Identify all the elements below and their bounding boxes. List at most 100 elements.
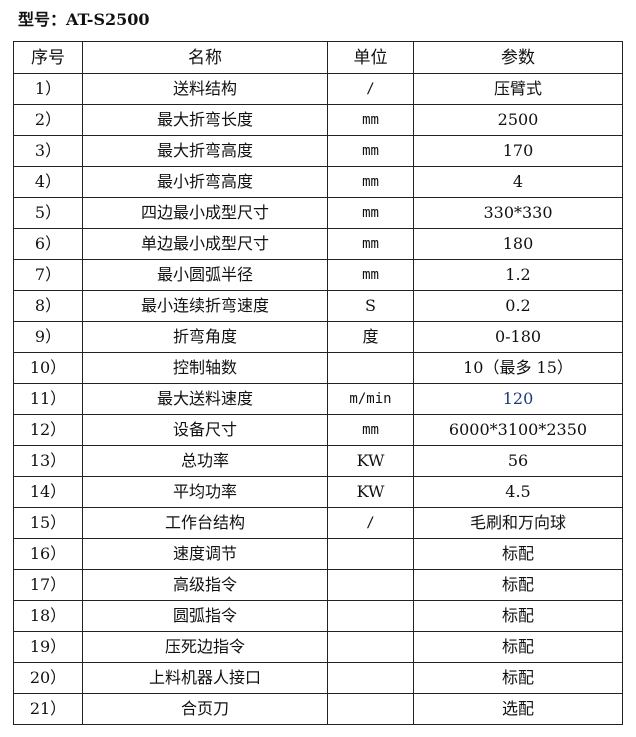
row-name: 速度调节 [82,538,328,570]
row-name: 平均功率 [82,476,328,508]
spec-table: 序号 名称 单位 参数 1） 送料结构 / 压臂式 2） 最大折弯长度 mm 2500 3） 最大… [13,41,623,725]
row-name: 最小连续折弯速度 [82,290,328,322]
row-value: 1.2 [413,259,623,291]
row-value: 标配 [413,538,623,570]
model-title: 型号：AT-S2500 [18,10,150,29]
row-unit: / [327,73,414,105]
row-unit: / [327,507,414,539]
row-index: 19） [13,631,83,663]
row-value: 10（最多 15） [413,352,623,384]
row-value: 4 [413,166,623,198]
row-unit: 度 [327,321,414,353]
row-value: 0.2 [413,290,623,322]
row-name: 单边最小成型尺寸 [82,228,328,260]
row-value: 压臂式 [413,73,623,105]
row-value: 56 [413,445,623,477]
row-name: 圆弧指令 [82,600,328,632]
row-index: 3） [13,135,83,167]
row-value: 毛刷和万向球 [413,507,623,539]
table-row: 16） 速度调节 标配 [13,538,623,570]
row-name: 合页刀 [82,693,328,725]
row-index: 10） [13,352,83,384]
row-name: 折弯角度 [82,321,328,353]
row-name: 最小折弯高度 [82,166,328,198]
table-row: 12） 设备尺寸 mm 6000*3100*2350 [13,414,623,446]
row-unit: mm [327,414,414,446]
row-index: 9） [13,321,83,353]
table-row: 9） 折弯角度度 0-180 [13,321,623,353]
header-name: 名称 [82,41,328,74]
row-index: 11） [13,383,83,415]
row-value: 标配 [413,662,623,694]
table-row: 3） 最大折弯高度 mm 170 [13,135,623,167]
row-unit: m/min [327,383,414,415]
header-index: 序号 [13,41,83,74]
header-row: 序号 名称 单位 参数 [13,41,623,74]
row-value: 标配 [413,600,623,632]
row-name: 最大折弯高度 [82,135,328,167]
row-unit: mm [327,135,414,167]
row-index: 18） [13,600,83,632]
table-row: 5） 四边最小成型尺寸 mm 330*330 [13,197,623,229]
row-name: 总功率 [82,445,328,477]
row-index: 5） [13,197,83,229]
row-value: 选配 [413,693,623,725]
row-index: 13） [13,445,83,477]
row-name: 压死边指令 [82,631,328,663]
row-index: 1） [13,73,83,105]
table-row: 1） 送料结构 / 压臂式 [13,73,623,105]
row-unit: KW [327,476,414,508]
row-unit [327,569,414,601]
row-unit [327,693,414,725]
row-value: 120 [413,383,623,415]
row-index: 4） [13,166,83,198]
row-value: 6000*3100*2350 [413,414,623,446]
table-row: 18） 圆弧指令 标配 [13,600,623,632]
table-row: 6） 单边最小成型尺寸 mm 180 [13,228,623,260]
row-unit: mm [327,166,414,198]
row-name: 上料机器人接口 [82,662,328,694]
table-row: 7） 最小圆弧半径 mm 1.2 [13,259,623,291]
row-name: 最大送料速度 [82,383,328,415]
row-unit: S [327,290,414,322]
table-row: 20） 上料机器人接口 标配 [13,662,623,694]
row-unit [327,538,414,570]
row-unit [327,662,414,694]
row-index: 14） [13,476,83,508]
row-unit [327,352,414,384]
row-index: 20） [13,662,83,694]
row-value: 4.5 [413,476,623,508]
row-name: 最大折弯长度 [82,104,328,136]
row-name: 工作台结构 [82,507,328,539]
row-unit: mm [327,104,414,136]
row-name: 送料结构 [82,73,328,105]
row-index: 7） [13,259,83,291]
row-name: 设备尺寸 [82,414,328,446]
row-unit: mm [327,228,414,260]
row-index: 2） [13,104,83,136]
row-value: 标配 [413,631,623,663]
header-value: 参数 [413,41,623,74]
table-row: 2） 最大折弯长度 mm 2500 [13,104,623,136]
row-value: 330*330 [413,197,623,229]
row-index: 12） [13,414,83,446]
row-index: 6） [13,228,83,260]
row-name: 控制轴数 [82,352,328,384]
table-row: 17） 高级指令 标配 [13,569,623,601]
table-row: 21） 合页刀 选配 [13,693,623,725]
row-value: 180 [413,228,623,260]
row-value: 2500 [413,104,623,136]
row-name: 高级指令 [82,569,328,601]
header-unit: 单位 [327,41,414,74]
row-unit: mm [327,197,414,229]
table-row: 4） 最小折弯高度 mm 4 [13,166,623,198]
table-row: 8） 最小连续折弯速度 S 0.2 [13,290,623,322]
row-value: 标配 [413,569,623,601]
row-index: 16） [13,538,83,570]
row-unit [327,600,414,632]
row-index: 21） [13,693,83,725]
row-value: 0-180 [413,321,623,353]
row-value: 170 [413,135,623,167]
table-row: 11） 最大送料速度 m/min 120 [13,383,623,415]
row-name: 四边最小成型尺寸 [82,197,328,229]
